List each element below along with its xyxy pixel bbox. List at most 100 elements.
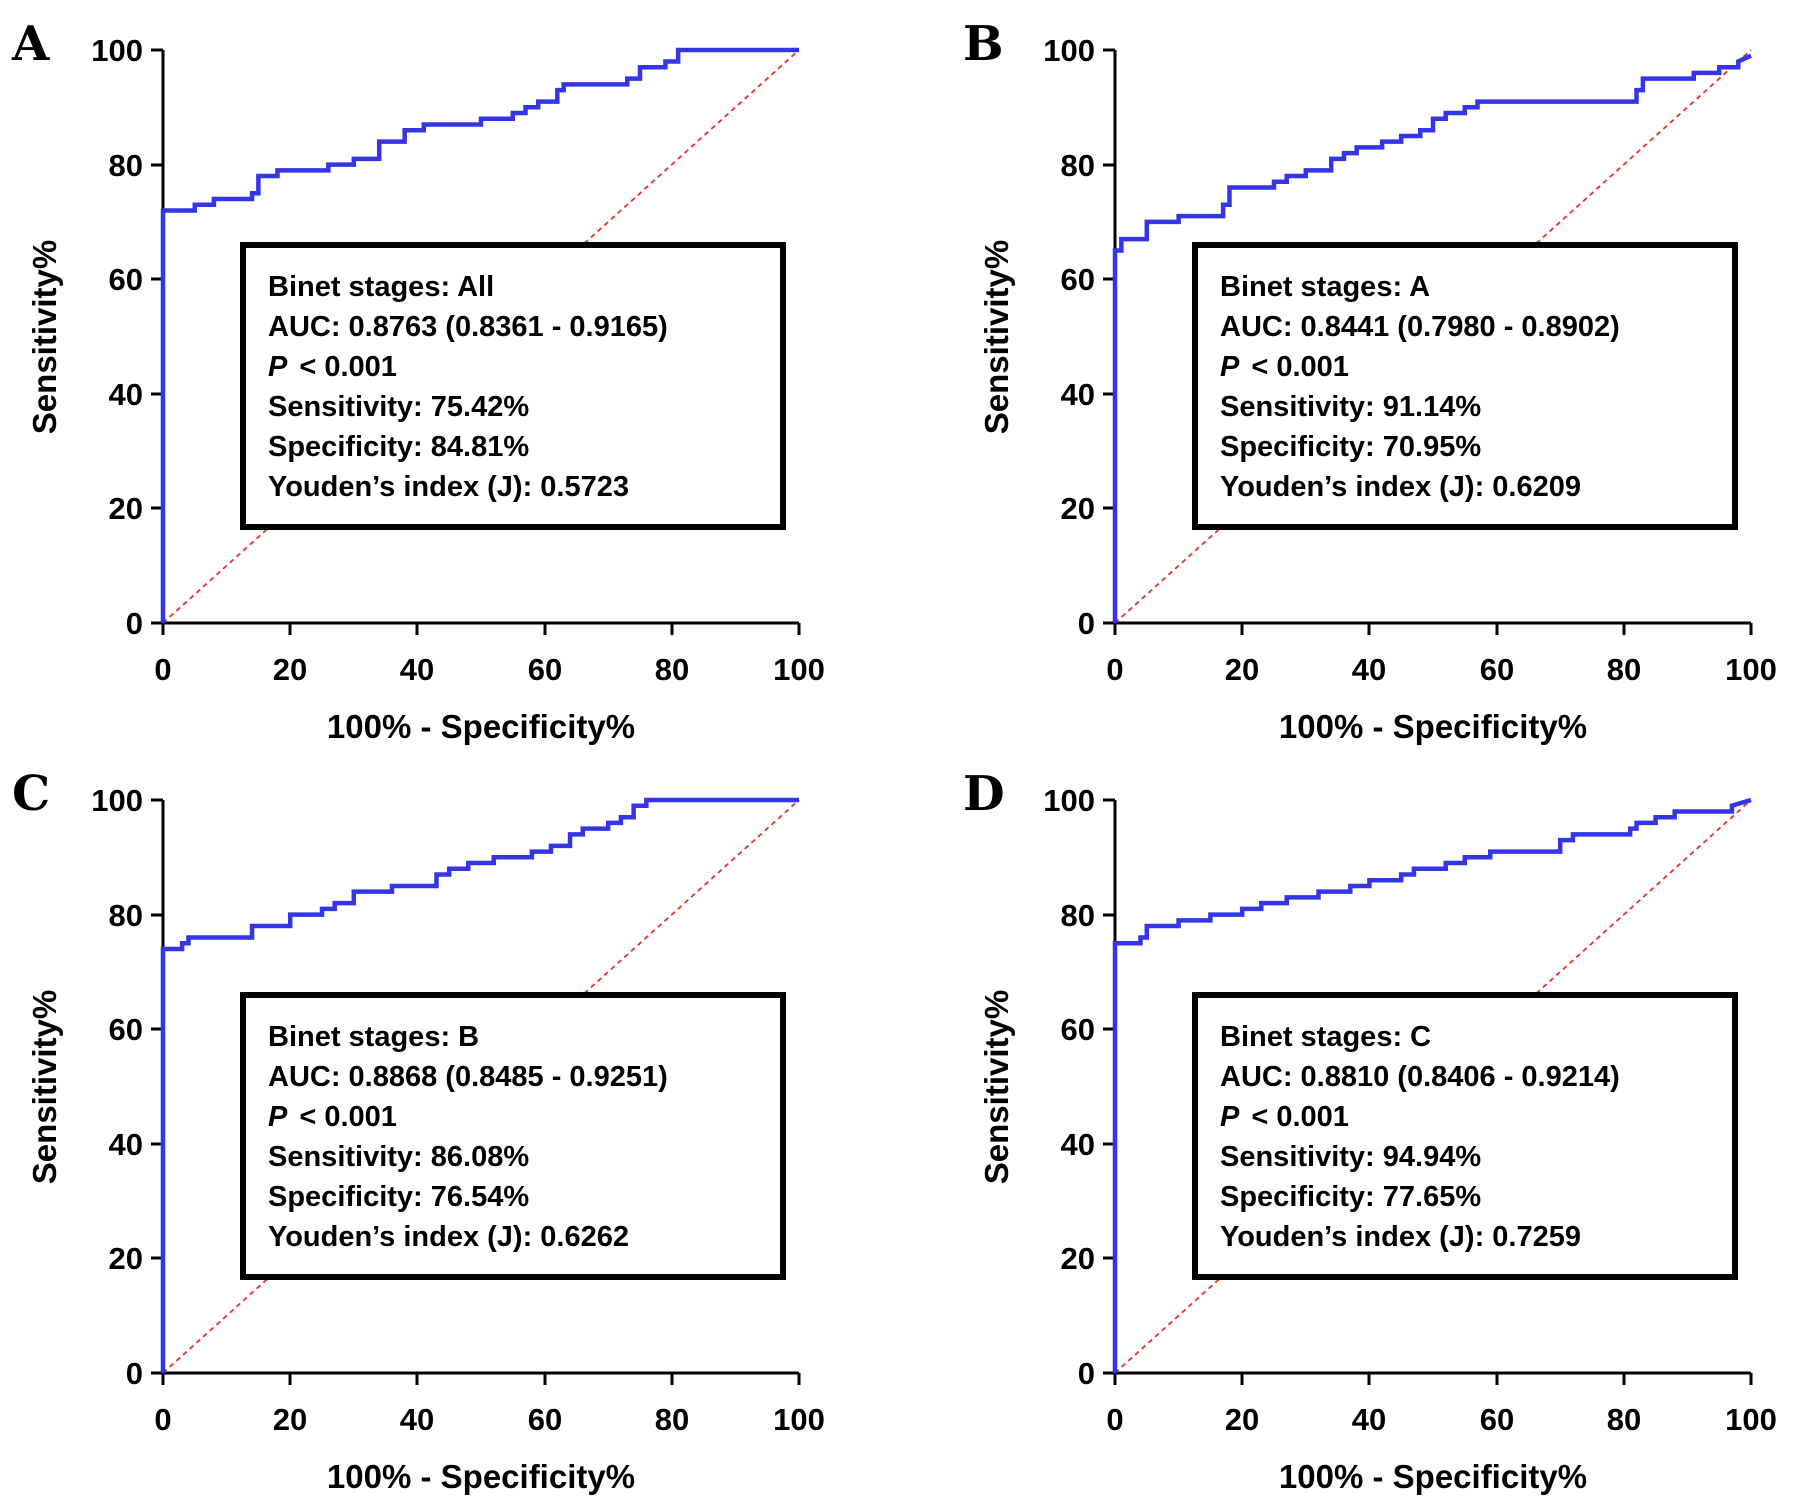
x-tick-label: 100 bbox=[1725, 652, 1777, 687]
y-tick-label: 100 bbox=[1043, 783, 1095, 818]
stat-youden: Youden’s index (J): 0.7259 bbox=[1220, 1221, 1581, 1253]
y-tick-label: 60 bbox=[109, 1012, 143, 1047]
y-axis-title: Sensitivity% bbox=[978, 990, 1015, 1184]
y-tick-label: 0 bbox=[1078, 606, 1095, 641]
y-tick-label: 100 bbox=[1043, 33, 1095, 68]
y-tick-label: 40 bbox=[109, 1127, 143, 1162]
x-tick-label: 40 bbox=[400, 1402, 434, 1437]
x-tick-label: 40 bbox=[1352, 652, 1386, 687]
y-axis-title: Sensitivity% bbox=[26, 990, 63, 1184]
stat-specificity: Specificity: 76.54% bbox=[268, 1181, 529, 1213]
x-ticks: 0 20 40 60 80 100 bbox=[1106, 623, 1777, 687]
stat-title: Binet stages: A bbox=[1220, 271, 1430, 303]
y-tick-label: 60 bbox=[109, 262, 143, 297]
stat-p-label: P bbox=[1220, 1101, 1240, 1133]
y-tick-label: 0 bbox=[1078, 1356, 1095, 1391]
x-tick-label: 0 bbox=[1106, 652, 1123, 687]
stats-box: Binet stages: A AUC: 0.8441 (0.7980 - 0.… bbox=[1192, 242, 1738, 530]
x-tick-label: 100 bbox=[773, 1402, 825, 1437]
stat-youden: Youden’s index (J): 0.5723 bbox=[268, 471, 629, 503]
x-tick-label: 0 bbox=[154, 1402, 171, 1437]
stat-p-value: P < 0.001 bbox=[1220, 351, 1349, 383]
stat-auc: AUC: 0.8763 (0.8361 - 0.9165) bbox=[268, 311, 668, 343]
stats-box: Binet stages: C AUC: 0.8810 (0.8406 - 0.… bbox=[1192, 992, 1738, 1280]
x-tick-label: 20 bbox=[1225, 1402, 1259, 1437]
stat-youden: Youden’s index (J): 0.6262 bbox=[268, 1221, 629, 1253]
reference-line bbox=[1114, 49, 1752, 624]
stat-p-label: P bbox=[268, 351, 288, 383]
stat-auc: AUC: 0.8868 (0.8485 - 0.9251) bbox=[268, 1061, 668, 1093]
stat-specificity: Specificity: 84.81% bbox=[268, 431, 529, 463]
panel-b: B 0 20 40 60 80 100 0 20 40 60 bbox=[963, 16, 1777, 745]
stats-box: Binet stages: B AUC: 0.8868 (0.8485 - 0.… bbox=[240, 992, 786, 1280]
stats-box-frame bbox=[240, 992, 786, 1280]
x-tick-label: 0 bbox=[154, 652, 171, 687]
stat-p-value: P < 0.001 bbox=[268, 1101, 397, 1133]
stats-box: Binet stages: All AUC: 0.8763 (0.8361 - … bbox=[240, 242, 786, 530]
panel-letter-a: A bbox=[11, 16, 50, 72]
y-tick-label: 20 bbox=[1061, 1241, 1095, 1276]
y-tick-label: 40 bbox=[109, 377, 143, 412]
stat-p-value: P < 0.001 bbox=[1220, 1101, 1349, 1133]
x-tick-label: 60 bbox=[1480, 652, 1514, 687]
stat-p-number: < 0.001 bbox=[1251, 351, 1349, 383]
y-ticks: 0 20 40 60 80 100 bbox=[91, 783, 163, 1391]
x-ticks: 0 20 40 60 80 100 bbox=[1106, 1373, 1777, 1437]
x-tick-label: 20 bbox=[273, 652, 307, 687]
stat-title: Binet stages: C bbox=[1220, 1021, 1431, 1053]
roc-curve bbox=[1112, 53, 1752, 623]
y-tick-label: 80 bbox=[1061, 148, 1095, 183]
y-tick-label: 40 bbox=[1061, 1127, 1095, 1162]
y-tick-label: 100 bbox=[91, 33, 143, 68]
y-axis-title: Sensitivity% bbox=[978, 240, 1015, 434]
x-tick-label: 100 bbox=[1725, 1402, 1777, 1437]
stat-p-number: < 0.001 bbox=[299, 351, 397, 383]
x-tick-label: 80 bbox=[655, 1402, 689, 1437]
y-tick-label: 20 bbox=[109, 1241, 143, 1276]
y-tick-label: 80 bbox=[109, 148, 143, 183]
y-tick-label: 60 bbox=[1061, 262, 1095, 297]
stat-auc: AUC: 0.8441 (0.7980 - 0.8902) bbox=[1220, 311, 1620, 343]
stat-sensitivity: Sensitivity: 75.42% bbox=[268, 391, 529, 423]
x-tick-label: 40 bbox=[400, 652, 434, 687]
roc-curve bbox=[1112, 797, 1752, 1373]
x-tick-label: 60 bbox=[1480, 1402, 1514, 1437]
y-tick-label: 0 bbox=[126, 1356, 143, 1391]
x-axis-title: 100% - Specificity% bbox=[1279, 708, 1587, 745]
x-axis-title: 100% - Specificity% bbox=[1279, 1458, 1587, 1495]
stat-p-label: P bbox=[268, 1101, 288, 1133]
y-ticks: 0 20 40 60 80 100 bbox=[1043, 783, 1115, 1391]
stats-box-frame bbox=[1192, 992, 1738, 1280]
y-ticks: 0 20 40 60 80 100 bbox=[91, 33, 163, 641]
panel-a: A 0 20 40 60 80 100 0 20 40 60 bbox=[11, 16, 825, 745]
x-axis-title: 100% - Specificity% bbox=[327, 1458, 635, 1495]
y-tick-label: 60 bbox=[1061, 1012, 1095, 1047]
stat-sensitivity: Sensitivity: 86.08% bbox=[268, 1141, 529, 1173]
panel-c: C 0 20 40 60 80 100 0 20 40 60 bbox=[12, 766, 825, 1495]
reference-line bbox=[162, 799, 800, 1374]
y-tick-label: 80 bbox=[1061, 898, 1095, 933]
x-tick-label: 100 bbox=[773, 652, 825, 687]
panel-letter-d: D bbox=[963, 766, 1005, 822]
x-tick-label: 60 bbox=[528, 1402, 562, 1437]
y-ticks: 0 20 40 60 80 100 bbox=[1043, 33, 1115, 641]
x-ticks: 0 20 40 60 80 100 bbox=[154, 1373, 825, 1437]
stat-specificity: Specificity: 70.95% bbox=[1220, 431, 1481, 463]
x-tick-label: 60 bbox=[528, 652, 562, 687]
x-tick-label: 40 bbox=[1352, 1402, 1386, 1437]
stat-p-value: P < 0.001 bbox=[268, 351, 397, 383]
roc-curve bbox=[160, 797, 799, 1373]
y-tick-label: 40 bbox=[1061, 377, 1095, 412]
panel-letter-c: C bbox=[12, 766, 50, 822]
stats-box-frame bbox=[240, 242, 786, 530]
stat-youden: Youden’s index (J): 0.6209 bbox=[1220, 471, 1581, 503]
x-tick-label: 80 bbox=[1607, 652, 1641, 687]
stat-title: Binet stages: B bbox=[268, 1021, 479, 1053]
stat-sensitivity: Sensitivity: 94.94% bbox=[1220, 1141, 1481, 1173]
x-tick-label: 80 bbox=[655, 652, 689, 687]
stats-box-frame bbox=[1192, 242, 1738, 530]
x-tick-label: 20 bbox=[273, 1402, 307, 1437]
x-tick-label: 0 bbox=[1106, 1402, 1123, 1437]
stat-sensitivity: Sensitivity: 91.14% bbox=[1220, 391, 1481, 423]
